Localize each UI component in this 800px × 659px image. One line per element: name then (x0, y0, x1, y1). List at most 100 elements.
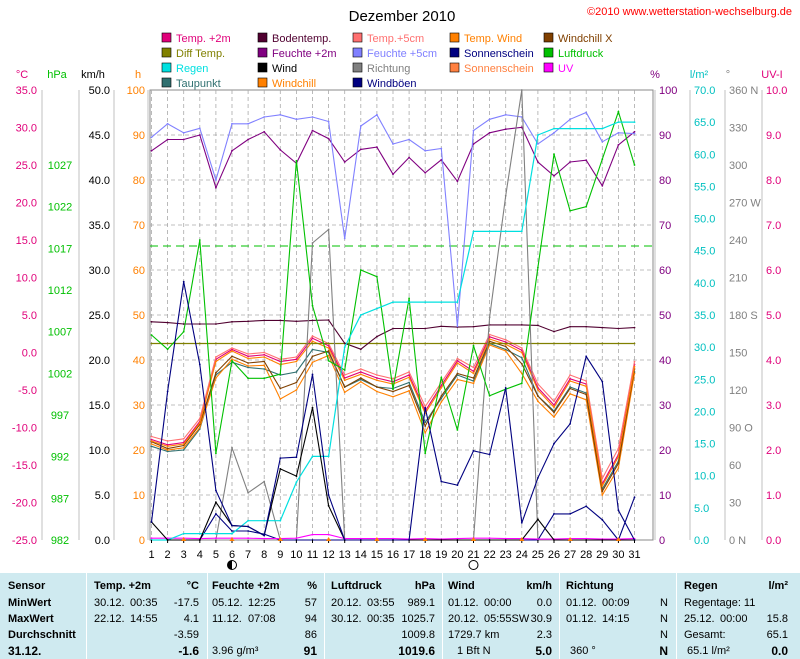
humidity-axis-tick: 60 (659, 265, 671, 277)
data-point (231, 355, 233, 358)
legend-swatch (352, 32, 363, 43)
data-point (585, 392, 588, 394)
data-point (150, 521, 153, 523)
data-point (472, 129, 475, 132)
data-point (295, 389, 298, 391)
data-point (359, 537, 362, 540)
hum-max-date: 11.12. (212, 613, 242, 625)
data-point (392, 301, 394, 303)
temp-axis-tick: 0.0 (22, 348, 37, 360)
data-point (150, 149, 153, 152)
temp-axis-tick: -5.0 (18, 385, 37, 397)
data-point (150, 342, 153, 345)
data-point (472, 325, 475, 328)
data-point (198, 134, 201, 136)
data-point (392, 537, 394, 540)
data-point (569, 161, 571, 163)
rain-axis-tick: 70.0 (694, 85, 715, 97)
data-point (166, 321, 169, 324)
legend-swatch (257, 32, 268, 43)
data-point (440, 342, 443, 345)
data-point (263, 364, 266, 367)
x-tick-label: 24 (516, 549, 528, 561)
direction-axis-tick: 300 (729, 160, 747, 172)
legend-label: UV (558, 63, 574, 75)
pressure-axis-tick: 1027 (48, 160, 72, 172)
dir-min-time: 00:09 (602, 597, 630, 609)
uv-axis-tick: 10.0 (766, 85, 787, 97)
data-point (359, 377, 362, 379)
row-label-max: MaxWert (8, 613, 54, 625)
data-point (279, 149, 282, 151)
x-tick-label: 15 (371, 549, 383, 561)
data-point (585, 111, 588, 114)
x-marker (277, 537, 283, 541)
data-point (215, 513, 217, 515)
direction-axis-tick: 90 O (729, 423, 753, 435)
data-point (231, 149, 233, 152)
x-tick-label: 22 (483, 549, 495, 561)
data-point (182, 330, 185, 333)
data-point (279, 373, 282, 376)
data-point (263, 319, 266, 322)
data-point (569, 392, 571, 395)
data-point (263, 519, 266, 522)
data-point (295, 381, 298, 384)
hum-max-value: 94 (304, 613, 317, 625)
data-point (279, 398, 282, 400)
temp-axis-tick: 35.0 (16, 85, 37, 97)
direction-axis-tick: 0 N (729, 535, 746, 547)
hum-min-time: 12:25 (248, 597, 276, 609)
x-tick-label: 18 (419, 549, 431, 561)
rain-axis-tick: 0.0 (694, 535, 709, 547)
direction-axis-tick: 360 N (729, 85, 758, 97)
data-point (585, 127, 588, 130)
data-point (376, 275, 378, 278)
data-point (504, 128, 507, 131)
legend-label: Temp. Wind (464, 33, 522, 45)
x-tick-label: 8 (261, 549, 267, 561)
x-marker (471, 537, 476, 541)
data-point (472, 372, 475, 375)
wind-axis-tick: 5.0 (95, 490, 110, 502)
data-point (617, 467, 620, 469)
humidity-axis-tick: 80 (659, 175, 671, 187)
hours-axis-tick: 60 (133, 265, 145, 277)
data-point (150, 438, 153, 441)
data-point (215, 356, 217, 358)
data-point (231, 122, 233, 125)
temp-axis-tick: 5.0 (22, 310, 37, 322)
temp-axis-tick: 25.0 (16, 160, 37, 172)
data-point (231, 358, 233, 361)
pressure-axis-tick: 1007 (48, 327, 72, 339)
direction-axis-tick: 270 W (729, 198, 761, 210)
data-point (359, 373, 362, 376)
data-point (504, 324, 507, 326)
data-point (392, 143, 394, 145)
rain-max-date: 25.12. (684, 613, 715, 625)
data-point (537, 477, 539, 479)
data-point (215, 532, 217, 535)
data-point (327, 120, 330, 123)
data-point (488, 537, 491, 540)
dir-max-date: 01.12. (566, 613, 597, 625)
temp-min-value: -17.5 (173, 597, 199, 609)
data-point (617, 509, 620, 512)
data-point (231, 350, 233, 352)
stats-col-direction: Richtung 01.12. 00:09 N 01.12. 14:15 N N… (560, 573, 676, 659)
data-point (569, 325, 571, 328)
legend-swatch (161, 62, 172, 73)
data-point (408, 342, 410, 345)
data-point (182, 444, 185, 447)
data-point (601, 490, 604, 493)
data-point (215, 323, 217, 325)
data-point (327, 533, 330, 536)
data-point (537, 161, 539, 163)
data-point (311, 348, 314, 351)
data-point (520, 89, 523, 91)
data-point (295, 159, 298, 162)
legend-swatch (543, 32, 554, 43)
data-point (343, 386, 346, 388)
rain-axis-tick: 15.0 (694, 439, 715, 451)
data-point (569, 127, 571, 130)
